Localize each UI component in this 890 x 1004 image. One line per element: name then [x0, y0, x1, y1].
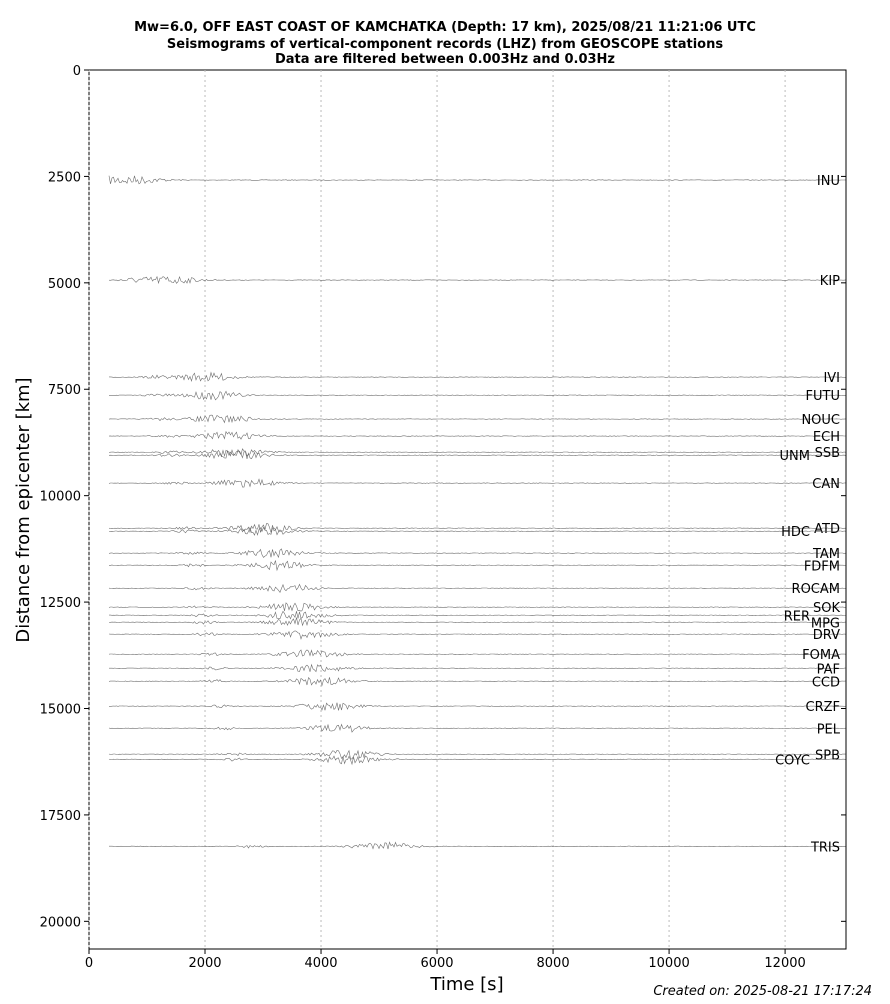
x-tick-label: 2000 [188, 956, 221, 971]
station-label: FDFM [804, 559, 840, 574]
seismogram-trace [108, 583, 846, 594]
seismogram-trace [108, 749, 846, 760]
y-tick-label: 20000 [40, 915, 81, 930]
seismogram-trace [108, 478, 846, 488]
station-label: RER [784, 609, 810, 624]
y-tick-label: 15000 [40, 702, 81, 717]
station-label: FOMA [802, 648, 840, 663]
y-tick-label: 17500 [40, 809, 81, 824]
x-tick-label: 8000 [537, 956, 570, 971]
y-tick-label: 2500 [48, 170, 81, 185]
seismogram-trace [108, 523, 846, 534]
y-tick-label: 12500 [40, 596, 81, 611]
station-label: PEL [817, 722, 841, 737]
seismogram-trace [108, 414, 846, 424]
seismogram-trace [108, 560, 846, 572]
station-label: PAF [817, 662, 840, 677]
seismogram-trace [108, 649, 846, 658]
station-label: FUTU [806, 389, 840, 404]
seismogram-trace [108, 175, 846, 185]
seismogram-trace [108, 548, 846, 559]
seismogram-trace [108, 390, 846, 401]
x-tick-label: 0 [85, 956, 93, 971]
station-label: NOUC [801, 413, 840, 428]
title-line: Mw=6.0, OFF EAST COAST OF KAMCHATKA (Dep… [134, 20, 756, 35]
seismogram-trace [108, 617, 846, 627]
station-label: KIP [820, 274, 840, 289]
y-tick-label: 5000 [48, 277, 81, 292]
y-axis-label: Distance from epicenter [km] [13, 377, 34, 642]
seismogram-trace [108, 448, 846, 458]
x-axis-label: Time [s] [429, 974, 503, 995]
station-label: SOK [813, 601, 840, 616]
station-label: CCD [812, 675, 840, 690]
seismogram-trace [109, 702, 846, 711]
seismogram-trace [108, 526, 846, 536]
station-label: ATD [814, 522, 840, 537]
seismogram-trace [108, 430, 846, 440]
station-label: ROCAM [792, 582, 840, 597]
title-line: Seismograms of vertical-component record… [167, 37, 723, 52]
station-label: SPB [815, 748, 840, 763]
station-label: IVI [823, 371, 840, 386]
station-label: CAN [812, 477, 840, 492]
footer: Created on: 2025-08-21 17:17:24 [653, 984, 872, 999]
x-tick-label: 6000 [420, 956, 453, 971]
seismogram-trace [108, 275, 846, 285]
seismogram-trace [109, 610, 846, 620]
station-label: ECH [813, 430, 840, 445]
seismogram-trace [109, 371, 846, 382]
station-label: MPG [811, 616, 840, 631]
y-tick-label: 10000 [40, 490, 81, 505]
station-label: TAM [812, 547, 840, 562]
seismogram-trace [108, 630, 846, 640]
x-tick-label: 12000 [764, 956, 805, 971]
seismogram-trace [108, 449, 846, 460]
seismogram-trace [108, 723, 846, 733]
seismogram-trace [109, 841, 846, 850]
y-tick-label: 0 [73, 64, 81, 79]
station-label: INU [817, 174, 840, 189]
station-label: SSB [815, 446, 840, 461]
station-label: TRIS [810, 840, 840, 855]
seismogram-trace [108, 676, 846, 687]
station-label: DRV [813, 628, 840, 643]
seismogram-trace [109, 663, 846, 673]
x-tick-label: 10000 [648, 956, 689, 971]
y-tick-label: 7500 [48, 383, 81, 398]
x-tick-label: 4000 [304, 956, 337, 971]
title-line: Data are filtered between 0.003Hz and 0.… [275, 52, 615, 67]
station-label: CRZF [806, 700, 841, 715]
station-label: COYC [775, 753, 810, 768]
plot-frame [88, 69, 847, 950]
station-label: UNM [780, 449, 810, 464]
seismogram-trace [108, 602, 846, 612]
station-label: HDC [781, 525, 810, 540]
seismogram-trace [108, 755, 846, 766]
